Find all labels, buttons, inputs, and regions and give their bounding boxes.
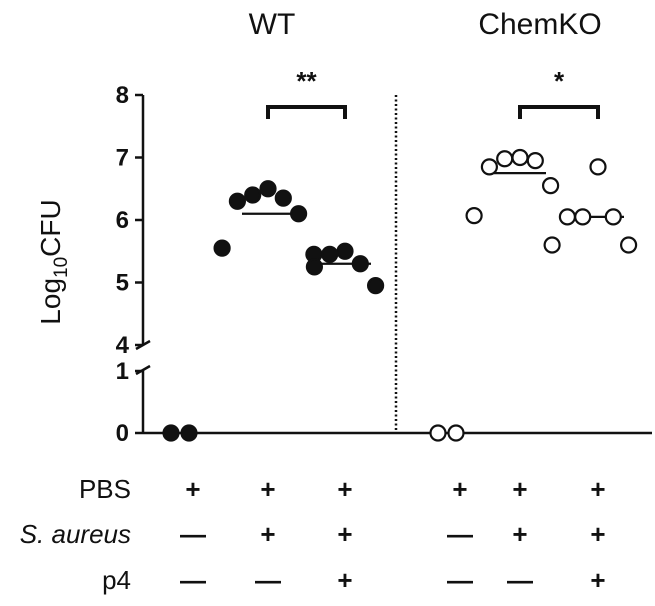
treatment-symbol-r2-c5: + (590, 565, 605, 595)
point-ChemKO-c2-4 (619, 236, 638, 254)
y-tick-label-1: 1 (116, 358, 129, 385)
treatment-symbol-r2-c0: — (180, 565, 206, 595)
point-WT-c1-1 (244, 186, 262, 204)
treatment-symbol-r1-c5: + (590, 519, 605, 549)
significance-label-ChemKO: * (554, 66, 565, 96)
treatment-table: PBS + + + + + + S. aureus — + + — + + p4 — — + — — + (20, 474, 606, 595)
y-tick-label-7: 7 (116, 145, 129, 172)
point-ChemKO-c2-2 (604, 208, 622, 226)
y-tick-label-0: 0 (116, 420, 129, 447)
treatment-label-1: S. aureus (20, 519, 131, 549)
treatment-label-0: PBS (79, 474, 131, 504)
point-ChemKO-c1-5 (465, 207, 483, 225)
point-ChemKO-c2-0 (589, 158, 607, 176)
point-WT-c0-1 (180, 424, 198, 442)
point-WT-c0-0 (162, 424, 180, 442)
y-ticks: 0 14 5 6 7 8 (116, 82, 143, 447)
treatment-symbol-r2-c2: + (337, 565, 352, 595)
y-tick-label-4: 4 (116, 332, 130, 359)
significance-bracket-WT (266, 105, 347, 119)
point-ChemKO-c2-3 (558, 208, 577, 226)
y-axis-label-tail: CFU (35, 199, 66, 257)
treatment-symbol-r0-c0: + (185, 474, 200, 504)
point-WT-c2-0 (336, 242, 354, 260)
treatment-symbol-r1-c0: — (180, 519, 206, 549)
y-axis-label-main: Log (35, 278, 66, 325)
data-points (162, 148, 638, 442)
y-tick-label-8: 8 (116, 82, 129, 109)
treatment-label-2: p4 (102, 565, 131, 595)
point-WT-c2-3 (305, 258, 323, 276)
treatment-symbol-r2-c1: — (255, 565, 281, 595)
point-ChemKO-c2-1 (574, 208, 592, 226)
group-title-chemko: ChemKO (478, 8, 601, 41)
significance-label-WT: ** (296, 66, 317, 96)
y-tick-label-6: 6 (116, 207, 129, 234)
point-ChemKO-c1-4 (541, 177, 560, 195)
treatment-symbol-r1-c1: + (260, 519, 275, 549)
treatment-symbol-r2-c3: — (447, 565, 473, 595)
y-axis-label: Log10CFU (35, 199, 72, 324)
point-ChemKO-c0-0 (429, 424, 447, 442)
point-WT-c1-5 (213, 239, 231, 257)
point-WT-c1-3 (228, 192, 246, 210)
point-WT-c2-4 (367, 277, 385, 295)
treatment-symbol-r0-c3: + (452, 474, 467, 504)
treatment-symbol-r1-c3: — (447, 519, 473, 549)
point-WT-c1-0 (259, 180, 277, 198)
point-ChemKO-c0-1 (447, 424, 465, 442)
treatment-symbol-r1-c2: + (337, 519, 352, 549)
y-tick-label-5: 5 (116, 270, 129, 297)
significance-bracket-ChemKO (518, 105, 600, 119)
treatment-symbol-r2-c4: — (507, 565, 533, 595)
group-title-wt: WT (249, 8, 296, 41)
point-ChemKO-c1-0 (511, 148, 529, 167)
treatment-symbol-r0-c1: + (260, 474, 275, 504)
treatment-symbol-r1-c4: + (512, 519, 527, 549)
treatment-symbol-r0-c5: + (590, 474, 605, 504)
treatment-symbol-r0-c2: + (337, 474, 352, 504)
point-WT-c2-1 (321, 245, 339, 263)
point-ChemKO-c2-5 (543, 236, 561, 254)
y-axis-label-subscript: 10 (51, 257, 72, 278)
point-WT-c1-2 (274, 189, 292, 207)
point-ChemKO-c1-2 (526, 152, 544, 170)
point-WT-c2-2 (351, 255, 369, 273)
point-WT-c1-4 (290, 205, 308, 223)
treatment-symbol-r0-c4: + (512, 474, 527, 504)
point-ChemKO-c1-3 (480, 158, 498, 176)
significance-annotations: ** * (266, 66, 600, 119)
point-ChemKO-c1-1 (496, 150, 514, 168)
